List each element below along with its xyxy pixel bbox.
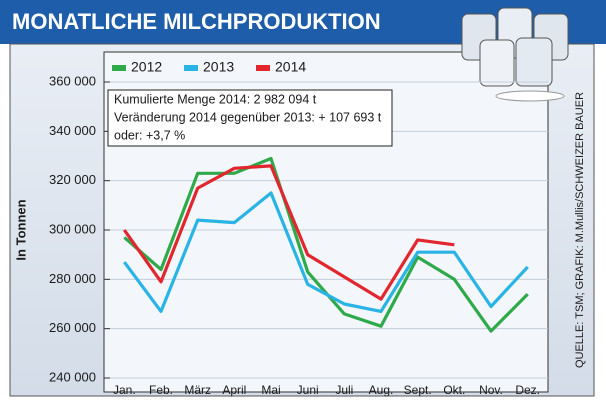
x-tick-label: Dez. (515, 383, 540, 397)
legend-label: 2012 (131, 59, 162, 75)
legend-label: 2014 (275, 59, 306, 75)
series-line (122, 164, 455, 301)
x-tick-label: Juni (297, 383, 319, 397)
x-tick-label: März (184, 383, 211, 397)
y-tick-label: 340 000 (49, 123, 96, 138)
x-tick-label: April (222, 383, 246, 397)
annotation-text: oder: +3,7 % (114, 128, 185, 142)
chart-title: MONATLICHE MILCHPRODUKTION (12, 9, 381, 34)
x-tick-label: Okt. (443, 383, 465, 397)
x-tick-label: Feb. (149, 383, 173, 397)
annotation-box (107, 89, 393, 147)
y-tick-label: 320 000 (49, 172, 96, 187)
legend-swatch (256, 65, 270, 71)
annotation-text: Kumulierte Menge 2014: 2 982 094 t (114, 92, 317, 106)
x-tick-label: Nov. (479, 383, 503, 397)
x-tick-label: Jan. (113, 383, 136, 397)
x-tick-label: Aug. (369, 383, 394, 397)
y-axis-label: In Tonnen (13, 199, 28, 260)
y-tick-label: 240 000 (49, 369, 96, 384)
legend-label: 2013 (203, 59, 234, 75)
y-tick-label: 360 000 (49, 73, 96, 88)
annotation-text: Veränderung 2014 gegenüber 2013: + 107 6… (114, 110, 382, 124)
legend-swatch (112, 65, 126, 71)
series-line (123, 191, 529, 313)
y-tick-label: 260 000 (49, 320, 96, 335)
y-tick-label: 280 000 (49, 271, 96, 286)
x-tick-label: Juli (335, 383, 353, 397)
x-tick-label: Mai (261, 383, 280, 397)
source-note: QUELLE: TSM; GRAFIK: M.Mullis/SCHWEIZER … (574, 92, 586, 368)
milk-cans (461, 7, 569, 102)
y-tick-label: 300 000 (49, 221, 96, 236)
legend-swatch (184, 65, 198, 71)
x-tick-label: Sept. (404, 383, 432, 397)
